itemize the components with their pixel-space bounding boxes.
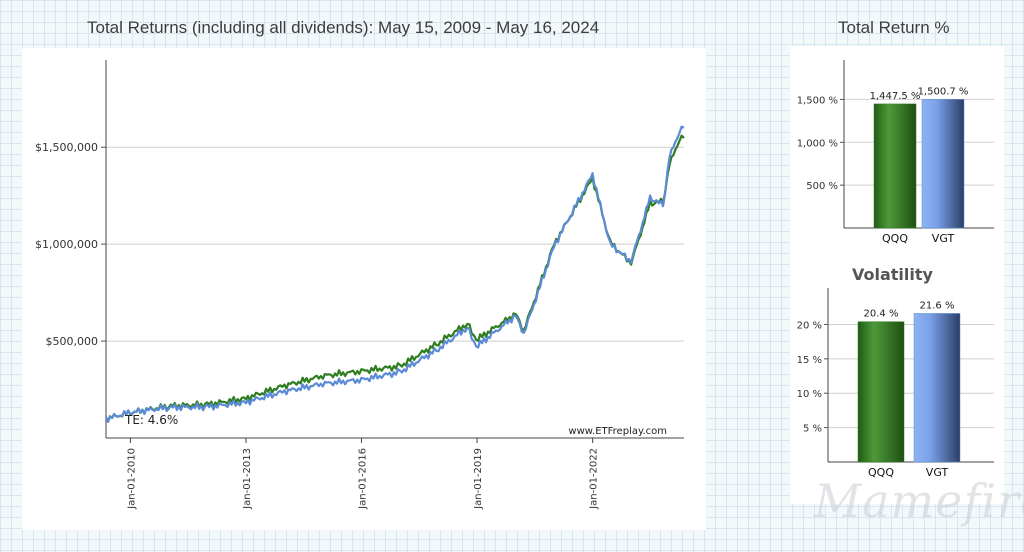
y-tick-label: 15 % bbox=[797, 355, 822, 366]
tracking-error-annotation: TE: 4.6% bbox=[124, 413, 178, 427]
x-tick-label: Jan-01-2019 bbox=[473, 448, 484, 510]
y-tick-label: $500,000 bbox=[46, 335, 99, 348]
watermark-signature: Mamefire bbox=[814, 474, 1024, 528]
y-tick-label: 20 % bbox=[797, 320, 822, 331]
y-tick-label: 5 % bbox=[803, 424, 822, 435]
side-chart-title: Total Return % bbox=[838, 18, 950, 37]
x-tick-label: Jan-01-2013 bbox=[242, 448, 253, 510]
x-category-label: VGT bbox=[926, 466, 949, 479]
bar-vgt bbox=[921, 99, 965, 229]
y-tick-label: 1,000 % bbox=[797, 138, 838, 149]
y-tick-label: $1,500,000 bbox=[35, 141, 98, 154]
bar-qqq bbox=[873, 103, 917, 229]
y-tick-label: $1,000,000 bbox=[35, 238, 98, 251]
series-line-qqq bbox=[104, 134, 685, 423]
bar-value-label: 1,500.7 % bbox=[918, 86, 969, 97]
side-chart-panel: 500 % 1,000 % 1,500 % 1,447.5 % QQQ 1,500.7 %… bbox=[790, 46, 1004, 504]
bar-value-label: 20.4 % bbox=[864, 309, 899, 320]
volatility-bar-chart: Volatility 5 % 10 % 15 % 20 % 20.4 % QQQ 21.6 %… bbox=[797, 265, 994, 479]
source-label: www.ETFreplay.com bbox=[568, 426, 667, 437]
y-tick-label: 500 % bbox=[806, 181, 838, 192]
y-tick-label: 1,500 % bbox=[797, 95, 838, 106]
x-tick-label: Jan-01-2022 bbox=[589, 448, 600, 510]
x-category-label: QQQ bbox=[868, 466, 894, 479]
x-tick-label: Jan-01-2010 bbox=[126, 448, 137, 510]
line-chart: $500,000 $1,000,000 $1,500,000 Jan-01-2010 J… bbox=[35, 60, 685, 510]
total-return-bar-chart: 500 % 1,000 % 1,500 % 1,447.5 % QQQ 1,500.7 %… bbox=[797, 60, 994, 245]
bar-qqq bbox=[857, 321, 905, 463]
bar-vgt bbox=[913, 313, 961, 463]
bar-chart-title: Volatility bbox=[852, 265, 934, 284]
main-chart-title: Total Returns (including all dividends):… bbox=[87, 18, 600, 37]
main-chart-panel: $500,000 $1,000,000 $1,500,000 Jan-01-2010 J… bbox=[22, 48, 706, 530]
bar-value-label: 1,447.5 % bbox=[870, 91, 921, 102]
bar-value-label: 21.6 % bbox=[920, 300, 955, 311]
x-tick-label: Jan-01-2016 bbox=[357, 448, 368, 510]
x-category-label: QQQ bbox=[882, 232, 908, 245]
y-tick-label: 10 % bbox=[797, 389, 822, 400]
x-category-label: VGT bbox=[932, 232, 955, 245]
series-line-vgt bbox=[104, 125, 685, 423]
